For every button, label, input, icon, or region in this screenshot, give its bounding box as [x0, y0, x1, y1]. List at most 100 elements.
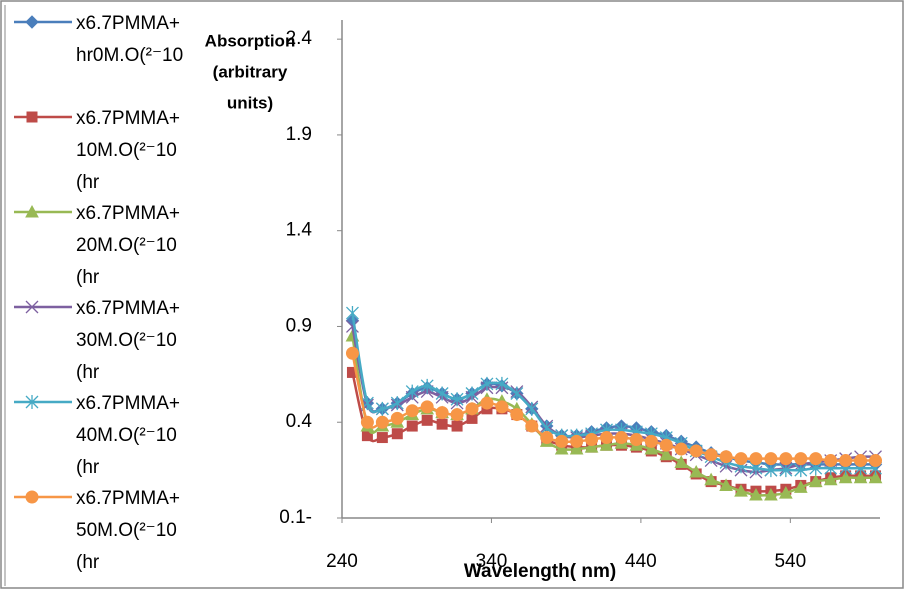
- legend-swatch: [14, 111, 72, 123]
- marker: [420, 378, 434, 393]
- x-tick-label: 440: [625, 551, 657, 572]
- marker: [629, 432, 643, 446]
- marker: [839, 454, 853, 468]
- legend-label: x6.7PMMA+ 10M.O(²⁻10 (hr: [76, 108, 181, 193]
- marker: [435, 386, 449, 401]
- marker: [405, 404, 419, 418]
- marker: [25, 490, 39, 504]
- marker: [779, 463, 793, 478]
- marker: [600, 431, 614, 445]
- marker: [391, 428, 403, 440]
- marker: [540, 431, 554, 445]
- legend-swatch: [14, 395, 72, 409]
- marker: [809, 452, 823, 466]
- marker: [584, 440, 599, 453]
- marker: [585, 432, 599, 446]
- legend-label: x6.7PMMA+ 40M.O(²⁻10 (hr: [76, 393, 181, 478]
- marker: [436, 418, 448, 430]
- marker: [868, 470, 883, 484]
- legend-swatch: [14, 15, 72, 29]
- marker: [465, 402, 479, 416]
- marker: [390, 396, 404, 411]
- marker: [451, 420, 463, 432]
- marker: [406, 420, 418, 432]
- marker: [346, 320, 359, 333]
- marker: [644, 442, 659, 455]
- x-axis-title: Wavelength( nm): [464, 561, 616, 582]
- marker: [659, 438, 673, 452]
- marker: [360, 415, 374, 429]
- marker: [614, 431, 628, 445]
- marker: [450, 408, 464, 422]
- marker: [555, 434, 569, 448]
- x-tick-label: 540: [774, 551, 806, 572]
- marker: [495, 400, 509, 414]
- legend-label: x6.7PMMA+ 50M.O(²⁻10 (hr: [76, 488, 181, 573]
- marker: [480, 376, 494, 391]
- marker: [495, 376, 509, 391]
- marker: [749, 487, 763, 501]
- legend-swatch: [14, 204, 72, 218]
- marker: [779, 452, 793, 466]
- legend-swatch: [14, 300, 72, 314]
- marker: [25, 300, 39, 314]
- marker: [345, 346, 359, 360]
- marker: [689, 464, 704, 478]
- marker: [779, 486, 793, 499]
- marker: [794, 463, 808, 478]
- legend-label: x6.7PMMA+ 30M.O(²⁻10 (hr: [76, 298, 181, 383]
- marker: [659, 447, 674, 461]
- marker: [375, 415, 389, 429]
- marker: [689, 444, 703, 458]
- marker: [734, 452, 748, 466]
- marker: [869, 454, 883, 468]
- marker: [764, 463, 778, 478]
- y-tick-label: 2.4: [286, 28, 313, 49]
- y-tick-label: 1.4: [286, 220, 313, 241]
- marker: [26, 111, 38, 123]
- marker: [569, 442, 584, 455]
- marker: [704, 472, 718, 486]
- marker: [346, 306, 359, 321]
- marker: [764, 452, 778, 466]
- marker: [764, 487, 778, 501]
- marker: [25, 204, 39, 218]
- marker: [405, 384, 419, 399]
- marker: [465, 386, 479, 401]
- marker: [854, 454, 868, 468]
- marker: [674, 442, 688, 456]
- marker: [525, 419, 539, 433]
- marker: [554, 442, 569, 455]
- marker: [421, 414, 433, 426]
- marker: [510, 408, 524, 422]
- marker: [704, 448, 718, 462]
- x-tick-label: 240: [326, 551, 358, 572]
- marker: [719, 478, 733, 491]
- marker: [390, 411, 404, 425]
- y-axis-title: Absorption: [205, 31, 296, 50]
- marker: [570, 434, 584, 448]
- legend-label: x6.7PMMA+ hr0M.O(²⁻10: [76, 13, 184, 66]
- marker: [435, 406, 449, 420]
- y-axis-title: (arbitrary: [213, 62, 288, 81]
- marker: [794, 452, 808, 466]
- marker: [480, 396, 494, 410]
- marker: [599, 438, 614, 451]
- marker: [674, 455, 689, 468]
- marker: [824, 454, 838, 468]
- marker: [734, 484, 748, 497]
- marker: [25, 395, 39, 409]
- y-tick-label: 0.1-: [279, 507, 312, 528]
- marker: [25, 15, 39, 29]
- marker: [376, 432, 388, 444]
- marker: [719, 450, 733, 464]
- marker: [838, 470, 853, 484]
- y-tick-label: 0.9: [286, 315, 312, 336]
- legend-swatch: [14, 490, 72, 504]
- marker: [853, 470, 868, 484]
- y-axis-title: units): [227, 93, 273, 112]
- y-tick-label: 0.4: [286, 411, 313, 432]
